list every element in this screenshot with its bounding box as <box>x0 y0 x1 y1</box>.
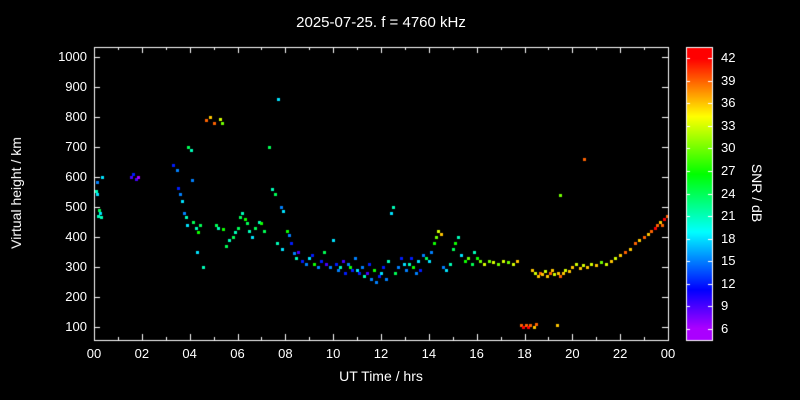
colorbar-tick-label: 12 <box>721 275 736 291</box>
colorbar-tick-label: 21 <box>721 208 736 224</box>
x-tick-label: 12 <box>373 346 389 361</box>
x-tick-label: 06 <box>230 346 245 361</box>
chart-title: 2025-07-25. f = 4760 kHz <box>296 14 466 31</box>
colorbar-tick-label: 30 <box>721 140 736 156</box>
x-tick-label: 18 <box>517 346 532 361</box>
y-tick-label: 100 <box>65 318 87 334</box>
y-tick-label: 800 <box>65 109 87 125</box>
x-tick-label: 10 <box>325 346 341 361</box>
colorbar-tick-label: 39 <box>721 72 736 88</box>
colorbar-label: SNR / dB <box>749 163 765 223</box>
y-tick-label: 600 <box>65 169 87 185</box>
colorbar-tick-label: 18 <box>721 230 736 246</box>
x-axis-label: UT Time / hrs <box>339 368 423 384</box>
x-tick-label: 02 <box>134 346 150 361</box>
x-tick-label: 00 <box>86 346 102 361</box>
y-tick-label: 500 <box>65 198 87 214</box>
y-tick-label: 400 <box>65 228 87 244</box>
y-axis-label: Virtual height / km <box>8 137 24 249</box>
colorbar-tick-label: 33 <box>721 117 736 133</box>
x-tick-label: 14 <box>421 346 437 361</box>
colorbar-tick-label: 27 <box>721 162 736 178</box>
y-tick-label: 300 <box>65 258 87 274</box>
colorbar-tick-label: 6 <box>721 320 729 336</box>
x-tick-label: 16 <box>469 346 484 361</box>
colorbar-tick-label: 15 <box>721 253 736 269</box>
colorbar-tick-label: 24 <box>721 185 736 201</box>
x-tick-label: 20 <box>565 346 580 361</box>
y-tick-label: 200 <box>65 288 87 304</box>
colorbar-tick-label: 9 <box>721 298 729 314</box>
x-tick-label: 04 <box>182 346 197 361</box>
y-tick-label: 700 <box>65 139 87 155</box>
x-tick-label: 00 <box>660 346 676 361</box>
x-tick-label: 22 <box>612 346 628 361</box>
colorbar-tick-label: 36 <box>721 95 736 111</box>
colorbar-tick-label: 42 <box>721 50 736 66</box>
y-tick-label: 1000 <box>58 49 87 65</box>
x-tick-label: 08 <box>278 346 293 361</box>
y-tick-label: 900 <box>65 79 87 95</box>
